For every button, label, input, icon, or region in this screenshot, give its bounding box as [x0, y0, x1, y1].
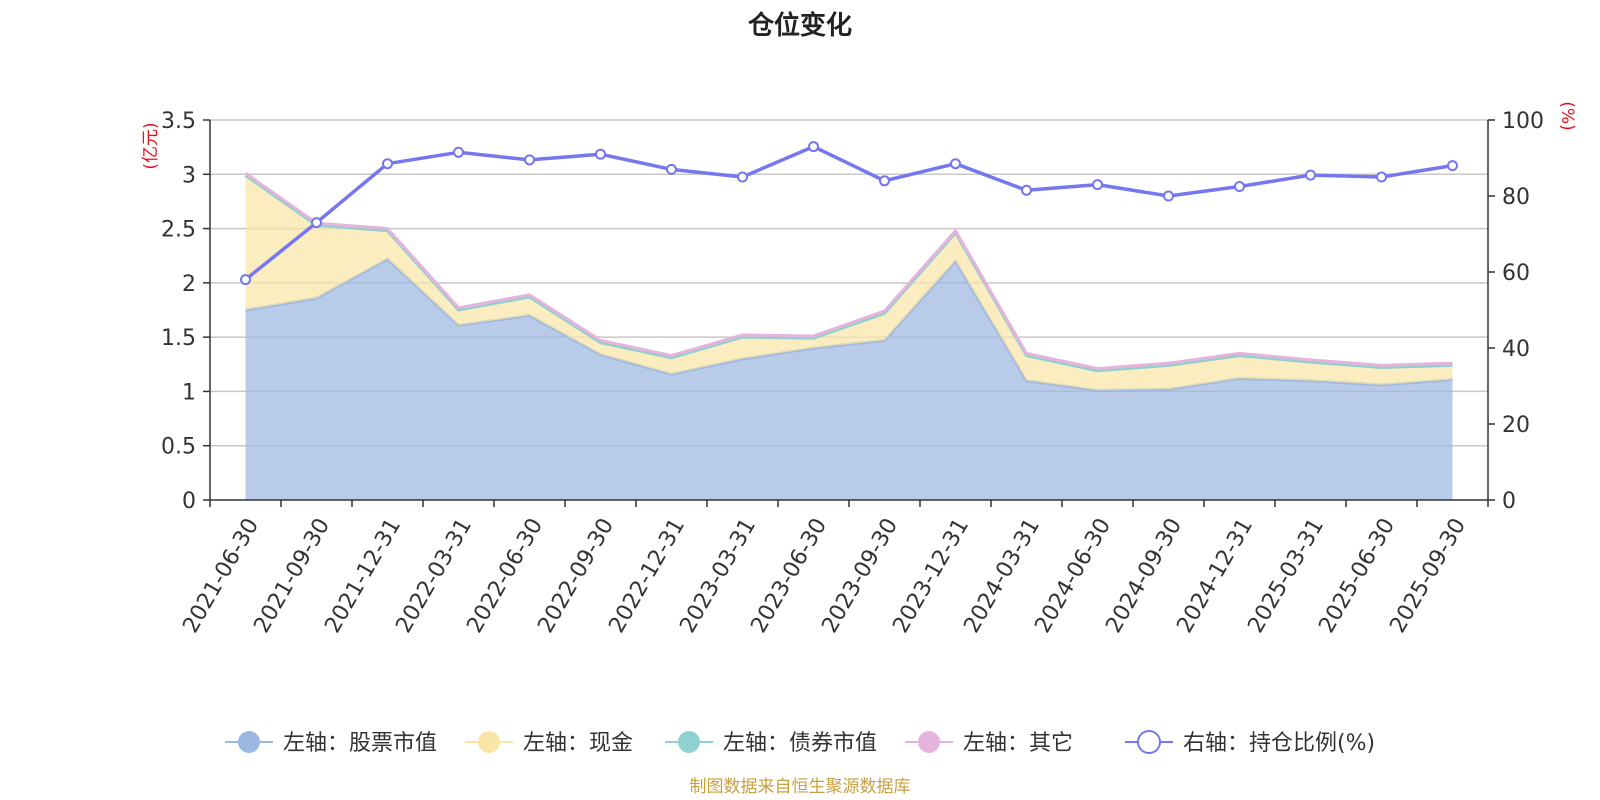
x-tick-label: 2023-12-31	[888, 514, 974, 637]
x-tick-label: 2021-06-30	[178, 514, 264, 637]
x-tick-label: 2023-06-30	[746, 514, 832, 637]
legend-marker	[678, 731, 700, 753]
legend-label: 左轴：股票市值	[283, 731, 437, 756]
x-tick-label: 2024-09-30	[1101, 514, 1187, 637]
left-tick-label: 2	[182, 272, 196, 297]
x-tick-label: 2023-09-30	[817, 514, 903, 637]
ratio-point	[950, 158, 961, 170]
right-tick-label: 100	[1502, 109, 1544, 134]
x-tick-label: 2022-03-31	[391, 514, 477, 637]
right-axis-unit: (%)	[1557, 101, 1577, 130]
legend-item: 左轴：股票市值	[225, 731, 437, 756]
left-tick-label: 1	[182, 380, 196, 405]
left-tick-label: 3.5	[161, 109, 196, 134]
right-tick-label: 60	[1502, 261, 1530, 286]
source-note: 制图数据来自恒生聚源数据库	[690, 777, 911, 797]
left-tick-label: 0	[182, 489, 196, 514]
legend-marker	[918, 731, 940, 753]
ratio-point	[1376, 171, 1387, 183]
left-tick-label: 0.5	[161, 435, 196, 460]
ratio-point	[524, 154, 535, 166]
legend-marker	[478, 731, 500, 753]
legend-marker	[238, 731, 260, 753]
x-tick-label: 2022-09-30	[533, 514, 619, 637]
legend-label: 右轴：持仓比例(%)	[1183, 731, 1375, 756]
ratio-point	[1092, 179, 1103, 191]
ratio-point	[1021, 184, 1032, 196]
ratio-point	[311, 217, 322, 229]
x-tick-label: 2023-03-31	[675, 514, 761, 637]
x-tick-label: 2022-12-31	[604, 514, 690, 637]
x-tick-label: 2021-12-31	[320, 514, 406, 637]
legend-label: 左轴：现金	[523, 731, 633, 756]
ratio-line	[240, 141, 1458, 286]
ratio-point	[595, 148, 606, 160]
legend-item: 左轴：债券市值	[665, 731, 877, 756]
ratio-point	[1447, 160, 1458, 172]
x-tick-label: 2025-06-30	[1314, 514, 1400, 637]
right-tick-label: 40	[1502, 337, 1530, 362]
left-tick-label: 1.5	[161, 326, 196, 351]
x-tick-label: 2024-03-31	[959, 514, 1045, 637]
legend-marker	[1137, 730, 1161, 754]
x-tick-label: 2025-03-31	[1243, 514, 1329, 637]
x-tick-label: 2025-09-30	[1385, 514, 1471, 637]
x-tick-label: 2021-09-30	[249, 514, 335, 637]
left-tick-label: 2.5	[161, 218, 196, 243]
legend-item: 左轴：现金	[465, 731, 633, 756]
right-tick-label: 80	[1502, 185, 1530, 210]
ratio-point	[240, 274, 251, 286]
legend-label: 左轴：债券市值	[723, 731, 877, 756]
ratio-path	[244, 144, 1453, 281]
legend-label: 左轴：其它	[963, 731, 1073, 756]
ratio-point	[1305, 169, 1316, 181]
legend-item: 右轴：持仓比例(%)	[1125, 730, 1375, 756]
ratio-point	[879, 175, 890, 187]
legend-item: 左轴：其它	[905, 731, 1073, 756]
x-tick-label: 2024-12-31	[1172, 514, 1258, 637]
right-tick-label: 20	[1502, 413, 1530, 438]
area-左轴：现金	[245, 175, 1453, 391]
x-tick-label: 2024-06-30	[1030, 514, 1116, 637]
left-tick-label: 3	[182, 163, 196, 188]
left-axis-unit: (亿元)	[141, 122, 161, 169]
ratio-point	[666, 163, 677, 175]
area-左轴：股票市值	[245, 259, 1453, 500]
ratio-point	[808, 141, 819, 153]
ratio-point	[1163, 190, 1174, 202]
legend: 左轴：股票市值 左轴：现金 左轴：债券市值 左轴：其它 右轴：持仓比例(%)	[225, 730, 1375, 756]
right-tick-label: 0	[1502, 489, 1516, 514]
ratio-point	[382, 158, 393, 170]
chart-title: 仓位变化	[747, 10, 852, 41]
ratio-point	[453, 146, 464, 158]
ratio-point	[737, 171, 748, 183]
stacked-areas	[244, 171, 1453, 500]
x-tick-label: 2022-06-30	[462, 514, 548, 637]
ratio-point	[1234, 181, 1245, 192]
line-左轴：其它	[244, 171, 1453, 371]
